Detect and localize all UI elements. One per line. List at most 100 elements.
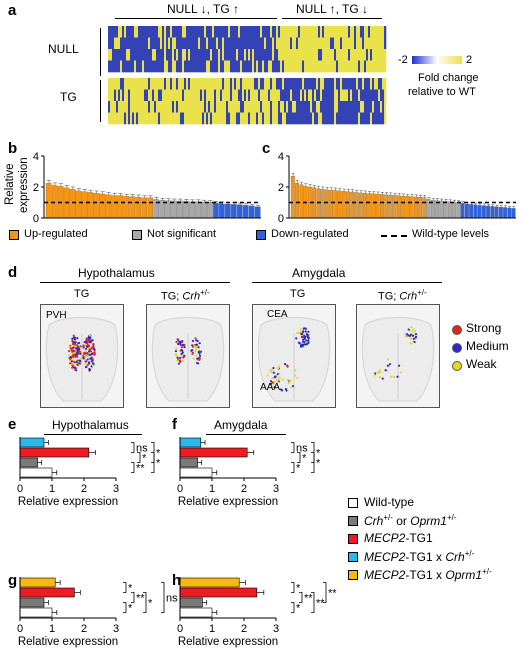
heatmap-cell — [338, 101, 341, 113]
cell-dot — [411, 334, 415, 337]
heatmap-cell — [222, 101, 225, 113]
heatmap-cell — [224, 89, 227, 102]
bar-ns — [439, 200, 444, 219]
region-line-amygdala — [252, 282, 442, 283]
heatmap-cell — [278, 101, 281, 113]
heatmap-cell — [182, 49, 185, 61]
heatmap-cell — [200, 60, 203, 73]
heatmap-cell — [146, 26, 149, 38]
heatmap-cell — [350, 49, 353, 61]
heatmap-cell — [270, 89, 273, 102]
heatmap-cell — [314, 78, 317, 90]
cell-dot — [307, 330, 310, 333]
heatmap — [108, 26, 387, 125]
heatmap-cell — [268, 101, 271, 113]
heatmap-cell — [330, 37, 333, 50]
heatmap-cell — [108, 78, 111, 90]
bar-up — [333, 190, 338, 219]
heatmap-cell — [178, 37, 181, 50]
heatmap-cell — [188, 89, 191, 102]
heatmap-cell — [112, 37, 115, 50]
heatmap-cell — [226, 60, 229, 73]
x-axis-label: Relative expression — [18, 636, 118, 648]
heatmap-cell — [334, 112, 337, 125]
heatmap-cell — [108, 26, 111, 38]
bar-tg1-cross — [179, 577, 240, 588]
heatmap-cell — [238, 112, 241, 125]
panel-f-title: Amygdala — [214, 418, 268, 432]
cell-dot — [378, 375, 382, 379]
heatmap-cell — [132, 60, 135, 73]
heatmap-cell — [258, 101, 261, 113]
heatmap-cell — [324, 89, 327, 102]
heatmap-cell — [246, 49, 249, 61]
heatmap-cell — [270, 49, 273, 61]
heatmap-cell — [214, 49, 217, 61]
heatmap-cell — [118, 37, 121, 50]
heatmap-cell — [238, 60, 241, 73]
significance-label: ** — [316, 598, 325, 610]
cell-dot — [75, 344, 79, 347]
heatmap-cell — [300, 60, 303, 73]
heatmap-cell — [286, 78, 289, 90]
heatmap-cell — [110, 78, 113, 90]
legend-strong-dot — [452, 325, 462, 335]
heatmap-cell — [116, 112, 119, 125]
heatmap-cell — [186, 49, 189, 61]
heatmap-cell — [176, 89, 179, 102]
heatmap-cell — [322, 112, 325, 125]
heatmap-cell — [232, 101, 235, 113]
heatmap-cell — [224, 78, 227, 90]
heatmap-cell — [374, 60, 377, 73]
heatmap-cell — [206, 78, 209, 90]
heatmap-cell — [382, 60, 385, 73]
significance-label: * — [316, 448, 321, 460]
heatmap-cell — [130, 89, 133, 102]
panel-e-letter: e — [8, 416, 17, 433]
cell-dot — [410, 336, 413, 339]
significance-bracket — [291, 582, 295, 593]
cell-dot — [414, 335, 418, 338]
heatmap-cell — [372, 26, 375, 38]
heatmap-cell — [124, 78, 127, 90]
heatmap-cell — [354, 78, 357, 90]
heatmap-cell — [118, 89, 121, 102]
heatmap-cell — [132, 37, 135, 50]
heatmap-cell — [228, 101, 231, 113]
heatmap-cell — [236, 101, 239, 113]
cell-dot — [278, 376, 281, 379]
heatmap-cell — [180, 37, 183, 50]
heatmap-cell — [340, 112, 343, 125]
heatmap-cell — [128, 78, 131, 90]
heatmap-cell — [278, 89, 281, 102]
heatmap-cell — [266, 26, 269, 38]
heatmap-cell — [196, 37, 199, 50]
heatmap-cell — [202, 26, 205, 38]
heatmap-cell — [192, 112, 195, 125]
heatmap-cell — [326, 26, 329, 38]
heatmap-cell — [118, 112, 121, 125]
cell-dot — [180, 349, 183, 352]
heatmap-cell — [192, 60, 195, 73]
heatmap-cell — [322, 78, 325, 90]
heatmap-cell — [222, 112, 225, 125]
heatmap-cell — [236, 89, 239, 102]
heatmap-cell — [226, 112, 229, 125]
cell-dot — [193, 345, 196, 348]
heatmap-cell — [260, 60, 263, 73]
heatmap-cell — [238, 37, 241, 50]
cell-dot — [175, 340, 178, 344]
cell-dot — [177, 342, 180, 346]
heatmap-cell — [152, 89, 155, 102]
heatmap-cell — [190, 101, 193, 113]
heatmap-cell — [288, 112, 291, 125]
heatmap-cell — [342, 89, 345, 102]
cell-dot — [300, 344, 303, 347]
heatmap-cell — [348, 112, 351, 125]
bar-down — [473, 204, 478, 219]
heatmap-cell — [154, 101, 157, 113]
heatmap-cell — [184, 89, 187, 102]
heatmap-cell — [294, 112, 297, 125]
cell-dot — [88, 348, 91, 351]
heatmap-cell — [194, 101, 197, 113]
